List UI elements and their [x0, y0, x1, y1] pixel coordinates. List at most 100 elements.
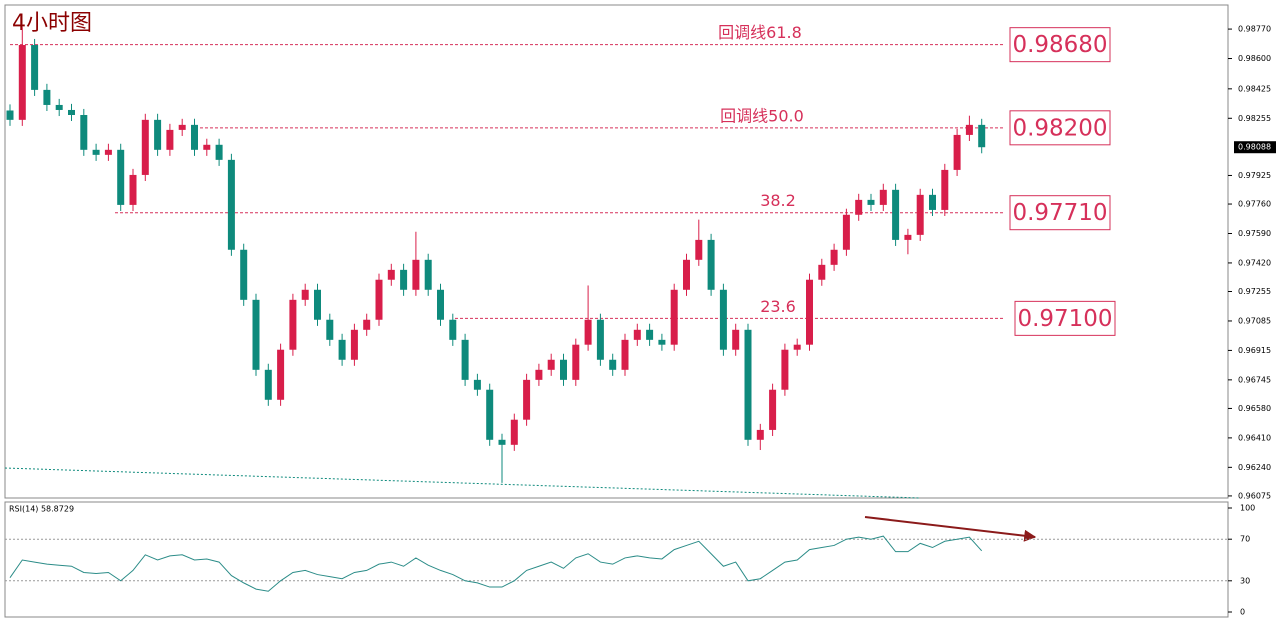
candle-body: [80, 114, 88, 150]
candle-body: [363, 319, 371, 330]
candle-body: [855, 199, 863, 215]
fib-label: 回调线61.8: [718, 23, 802, 42]
fib-box: [1009, 27, 1111, 63]
rsi-title: RSI(14) 58.8729: [9, 505, 74, 514]
candle-body: [129, 174, 137, 205]
fib-label: 38.2: [760, 191, 796, 210]
candle-body: [461, 339, 469, 380]
candle-body: [695, 239, 703, 260]
candle-body: [154, 119, 162, 150]
candle-body: [646, 329, 654, 340]
candle-body: [941, 169, 949, 210]
candle-body: [55, 104, 63, 110]
candle-body: [424, 259, 432, 290]
candle-body: [523, 379, 531, 420]
candle-body: [68, 109, 75, 115]
candle-body: [178, 124, 186, 130]
candle-body: [707, 239, 715, 290]
y-tick-label: 0.97925: [1238, 171, 1271, 180]
candle-body: [326, 319, 334, 340]
rsi-panel: [4, 501, 1229, 618]
candle-body: [264, 369, 272, 400]
candle-body: [572, 344, 580, 380]
candle-body: [166, 129, 174, 150]
fib-box: [1009, 195, 1111, 231]
candle-body: [965, 124, 973, 135]
candle-body: [978, 124, 986, 148]
y-tick-label: 0.97255: [1238, 287, 1271, 296]
candle-body: [658, 339, 666, 345]
candle-body: [31, 45, 39, 90]
y-tick-label: 0.97085: [1238, 316, 1271, 325]
candle-body: [609, 359, 617, 370]
candle-body: [104, 149, 112, 155]
fib-label: 23.6: [760, 297, 796, 316]
candle-body: [879, 189, 887, 205]
candle-body: [375, 279, 383, 320]
candle-body: [596, 319, 604, 360]
y-tick-label: 0.98425: [1238, 84, 1271, 93]
y-tick-label: 0.97760: [1238, 200, 1271, 209]
candle-body: [227, 159, 235, 250]
fib-label: 回调线50.0: [720, 106, 804, 125]
y-tick-label: 0.96410: [1238, 433, 1271, 442]
candle-body: [916, 194, 924, 235]
candle-body: [215, 144, 223, 160]
candle-body: [510, 419, 518, 445]
y-tick-label: 0.96075: [1238, 491, 1271, 500]
candle-body: [719, 289, 727, 350]
candle-body: [350, 329, 358, 360]
candle-body: [6, 110, 14, 120]
candle-body: [830, 249, 838, 265]
y-tick-label: 70: [1240, 535, 1250, 544]
candle-body: [867, 199, 875, 205]
y-tick-label: 100: [1240, 504, 1255, 513]
candle-body: [400, 269, 408, 290]
candle-body: [252, 299, 260, 370]
candle-body: [547, 359, 555, 370]
candle-body: [744, 329, 752, 440]
y-tick-label: 0.96915: [1238, 346, 1271, 355]
y-tick-label: 0.98255: [1238, 114, 1271, 123]
candle-body: [904, 234, 912, 240]
candle-body: [486, 389, 494, 440]
candle-body: [892, 189, 900, 240]
trend-line: [4, 467, 921, 499]
candle-body: [781, 349, 789, 390]
candle-body: [240, 249, 248, 300]
fib-box: [1014, 300, 1116, 336]
candle-body: [191, 124, 198, 150]
candle-body: [683, 259, 690, 290]
fib-value: 0.98680: [1012, 32, 1107, 58]
candle-body: [203, 144, 211, 150]
candle-body: [670, 289, 678, 345]
fib-box: [1009, 110, 1111, 146]
price-tag-label: 0.98088: [1238, 143, 1271, 152]
candle-body: [289, 299, 297, 350]
main-panel: [4, 4, 1229, 499]
y-tick-label: 0.98770: [1238, 25, 1271, 34]
chart-title: 4小时图: [12, 11, 92, 36]
candle-body: [818, 264, 826, 280]
candle-body: [301, 289, 309, 300]
candle-body: [842, 214, 850, 250]
candle-body: [769, 389, 777, 430]
divergence-arrow: [864, 516, 1037, 542]
y-tick-label: 0.97590: [1238, 229, 1271, 238]
fib-value: 0.97710: [1012, 200, 1107, 226]
candle-body: [314, 289, 321, 320]
candle-body: [338, 339, 346, 360]
candle-body: [18, 45, 26, 120]
candle-body: [412, 259, 420, 290]
candle-body: [387, 269, 395, 280]
candle-body: [535, 369, 543, 380]
candle-body: [92, 149, 100, 155]
candle-body: [141, 119, 149, 175]
candle-body: [953, 134, 961, 170]
candle-body: [473, 379, 481, 390]
y-tick-label: 0.96580: [1238, 404, 1271, 413]
candle-body: [732, 329, 740, 350]
fib-value: 0.97100: [1017, 306, 1112, 332]
candle-body: [560, 359, 567, 380]
